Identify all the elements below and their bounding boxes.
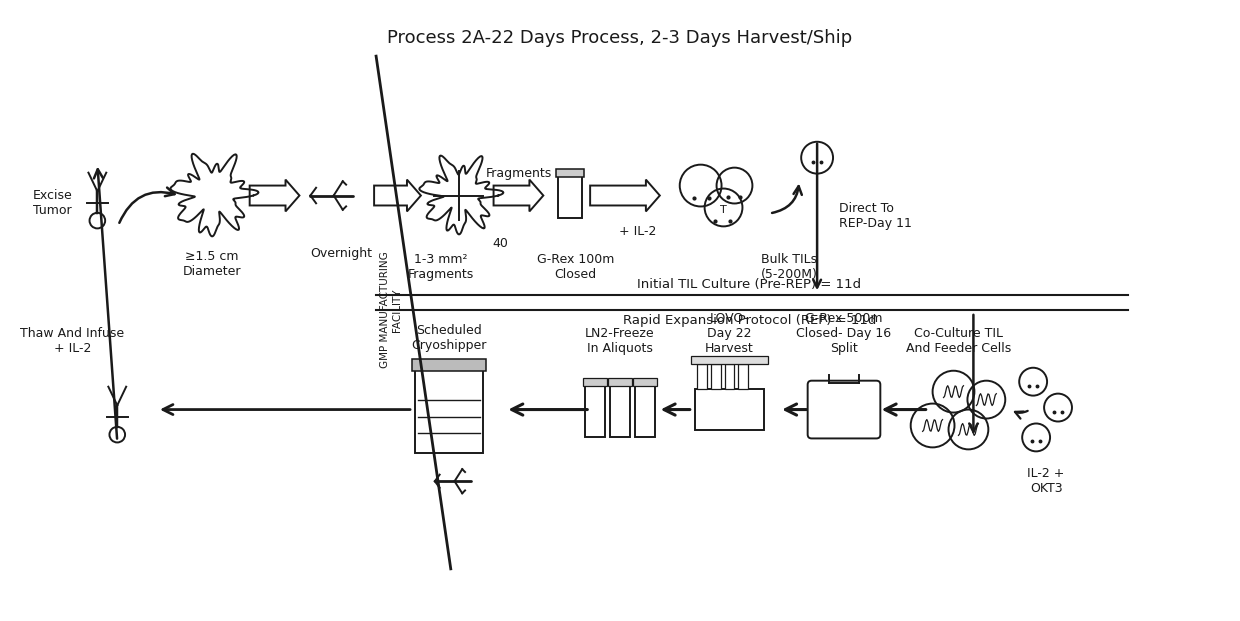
Text: GMP MANUFACTURING
FACILITY: GMP MANUFACTURING FACILITY (379, 252, 402, 368)
Bar (635, 382, 655, 437)
Text: + IL-2: + IL-2 (619, 225, 657, 238)
Bar (583, 378, 608, 386)
Bar (691, 356, 769, 364)
Bar (632, 378, 657, 386)
Bar (415, 366, 482, 453)
FancyBboxPatch shape (807, 381, 880, 438)
Text: Fragments: Fragments (485, 166, 552, 179)
Bar (711, 364, 720, 389)
Bar (610, 382, 630, 437)
Text: G-Rex 500m
Closed- Day 16
Split: G-Rex 500m Closed- Day 16 Split (796, 312, 892, 355)
Text: Rapid Expansion Protocol (REP) = 11d: Rapid Expansion Protocol (REP) = 11d (622, 314, 877, 327)
Bar (585, 382, 605, 437)
Text: Scheduled
Cryoshipper: Scheduled Cryoshipper (412, 324, 486, 352)
Bar (608, 378, 632, 386)
Bar (697, 364, 707, 389)
Text: G-Rex 100m
Closed: G-Rex 100m Closed (537, 253, 614, 281)
Text: Bulk TILs
(5-200M): Bulk TILs (5-200M) (761, 253, 817, 281)
Text: 40: 40 (492, 237, 508, 250)
Text: T: T (720, 206, 727, 215)
Text: Thaw And Infuse
+ IL-2: Thaw And Infuse + IL-2 (20, 327, 124, 355)
Text: Direct To
REP-Day 11: Direct To REP-Day 11 (839, 202, 911, 230)
Text: LOVO-
Day 22
Harvest: LOVO- Day 22 Harvest (706, 312, 754, 355)
Text: 1-3 mm²
Fragments: 1-3 mm² Fragments (408, 253, 474, 281)
Bar (412, 359, 486, 371)
Text: Excise
Tumor: Excise Tumor (32, 189, 72, 217)
Text: Initial TIL Culture (Pre-REP) = 11d: Initial TIL Culture (Pre-REP) = 11d (637, 278, 862, 291)
Bar (694, 389, 764, 430)
Text: Co-Culture TIL
And Feeder Cells: Co-Culture TIL And Feeder Cells (906, 327, 1011, 355)
Text: LN2-Freeze
In Aliquots: LN2-Freeze In Aliquots (585, 327, 655, 355)
Bar (724, 364, 734, 389)
Text: Overnight: Overnight (310, 247, 372, 260)
Text: ≥1.5 cm
Diameter: ≥1.5 cm Diameter (182, 250, 241, 278)
Bar (739, 364, 749, 389)
Text: IL-2 +
OKT3: IL-2 + OKT3 (1028, 467, 1065, 496)
Bar (558, 173, 582, 219)
Text: Process 2A-22 Days Process, 2-3 Days Harvest/Ship: Process 2A-22 Days Process, 2-3 Days Har… (387, 29, 853, 47)
Bar (557, 169, 584, 176)
